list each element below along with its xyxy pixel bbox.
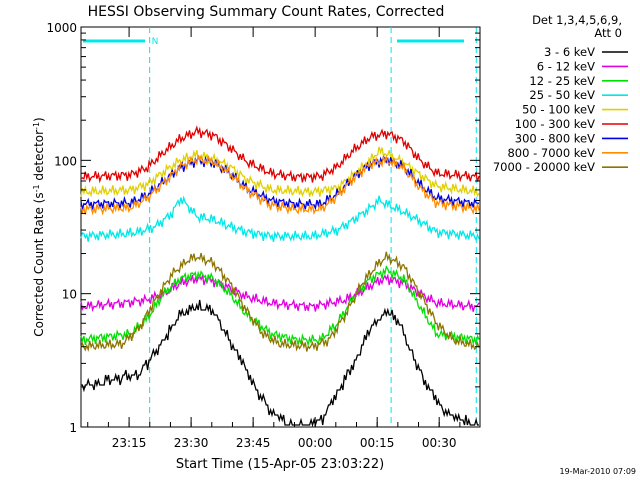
y-tick-label: 10 [62, 288, 77, 302]
x-tick-label: 00:15 [360, 436, 395, 450]
legend-label-5: 50 - 100 keV [522, 103, 595, 117]
y-tick-label: 1 [69, 421, 77, 435]
legend-label-9: 7000 - 20000 keV [493, 160, 595, 174]
y-tick-label: 100 [54, 154, 77, 168]
legend-label-4: 25 - 50 keV [529, 88, 595, 102]
footer-timestamp: 19-Mar-2010 07:09 [560, 467, 637, 476]
x-axis-label: Start Time (15-Apr-05 23:03:22) [176, 457, 384, 472]
series-line-1 [81, 299, 479, 428]
series-lines [80, 125, 480, 428]
x-tick-label: 23:45 [236, 436, 271, 450]
plot-frame [80, 26, 481, 428]
flag-label: N [152, 37, 159, 47]
series-line-4 [80, 195, 480, 243]
legend-label-7: 300 - 800 keV [515, 131, 595, 145]
x-tick-label: 23:15 [112, 436, 147, 450]
y-tick-label: 1000 [46, 21, 77, 35]
series-line-6 [80, 125, 480, 184]
series-line-2 [80, 273, 480, 313]
y-axis: 1 10 100 1000 [46, 21, 480, 435]
x-tick-label: 23:30 [174, 436, 209, 450]
legend-label-6: 100 - 300 keV [515, 117, 595, 131]
series-line-9 [80, 251, 480, 352]
flag-bars: N [83, 37, 464, 47]
legend-label-1: 3 - 6 keV [544, 45, 595, 59]
series-line-8 [80, 153, 480, 216]
y-axis-label: Corrected Count Rate (s-1 detector-1) [32, 117, 47, 336]
legend-header-line2: Att 0 [594, 26, 622, 40]
x-axis: 23:15 23:30 23:45 00:00 00:15 00:30 [87, 27, 461, 450]
legend-label-2: 6 - 12 keV [537, 59, 595, 73]
legend-label-3: 12 - 25 keV [529, 74, 595, 88]
series-line-5 [80, 146, 480, 198]
x-tick-label: 00:00 [298, 436, 333, 450]
x-tick-label: 00:30 [422, 436, 457, 450]
series-line-3 [80, 264, 480, 347]
chart-title: HESSI Observing Summary Count Rates, Cor… [88, 4, 445, 20]
legend-header-line1: Det 1,3,4,5,6,9, [532, 13, 622, 27]
legend-label-8: 800 - 7000 keV [507, 146, 595, 160]
